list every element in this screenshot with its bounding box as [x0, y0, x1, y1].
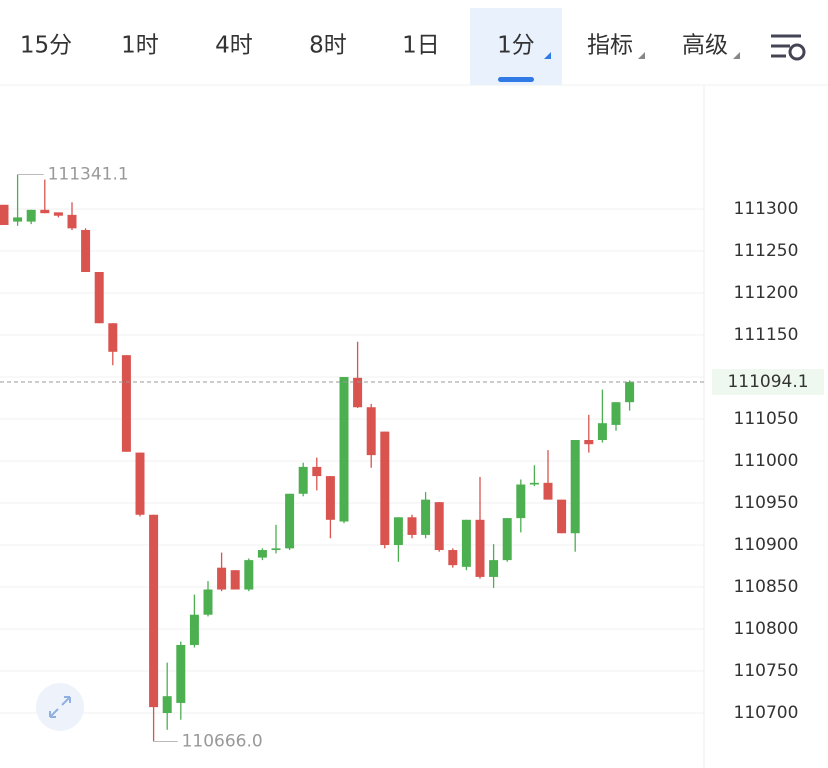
candle-body [502, 518, 512, 561]
toolbar: 15分 1时 4时 8时 1日 1分 指标 高级 [0, 8, 828, 86]
y-tick-label: 111150 [734, 325, 799, 345]
candle-body [312, 466, 322, 477]
candle-body [421, 499, 431, 535]
candle-body [366, 407, 376, 456]
dropdown-marker [733, 52, 740, 59]
candle-body [353, 377, 363, 408]
candle-body [448, 550, 458, 566]
settings-icon[interactable] [771, 34, 806, 61]
candle-body [407, 517, 417, 535]
tab[interactable]: 1日 [402, 33, 440, 59]
candle-body [611, 402, 621, 425]
candle-body [94, 272, 104, 324]
candle-body [570, 440, 580, 534]
candle-body [203, 589, 213, 615]
tab[interactable]: 1分 [497, 33, 535, 59]
candle-body [40, 209, 50, 214]
tab[interactable]: 15分 [20, 33, 72, 59]
candle-body [26, 209, 36, 222]
y-tick-label: 111000 [734, 451, 799, 471]
y-tick-label: 110900 [734, 535, 799, 555]
selected-tab-indicator [498, 77, 534, 82]
candle-body [189, 614, 199, 645]
candle-body [584, 440, 594, 445]
expand-icon[interactable] [49, 696, 71, 718]
candle-body [149, 514, 159, 708]
dropdown-marker [544, 52, 551, 59]
candle-body [135, 452, 145, 515]
settings-icon-gear [788, 43, 806, 61]
candle-body [325, 476, 335, 520]
min-label: 110666.0 [182, 732, 263, 752]
candle-body [53, 212, 63, 216]
y-tick-label: 110800 [734, 619, 799, 639]
y-tick-label: 111200 [734, 283, 799, 303]
candle-body [298, 466, 308, 494]
tab[interactable]: 8时 [309, 33, 347, 59]
y-tick-label: 111300 [734, 199, 799, 219]
candle-body [285, 493, 295, 549]
last-price-label: 111094.1 [727, 372, 808, 392]
candle-body [516, 484, 526, 519]
y-tick-label: 110700 [734, 703, 799, 723]
candle-body [271, 548, 281, 551]
candle-body [0, 204, 9, 225]
candle-body [13, 217, 23, 222]
expand-circle[interactable] [36, 683, 84, 731]
last-price-bg [712, 368, 824, 395]
tab[interactable]: 指标 [587, 33, 633, 59]
tab[interactable]: 4时 [215, 33, 253, 59]
candle-body [257, 550, 267, 558]
candle-body [244, 560, 254, 590]
candle-body [625, 381, 635, 403]
candle-body [475, 519, 485, 577]
candle-body [217, 567, 227, 590]
selected-tab-bg[interactable] [470, 8, 562, 85]
tab[interactable]: 1时 [121, 33, 159, 59]
candle-body [339, 377, 349, 522]
tab[interactable]: 高级 [682, 33, 728, 59]
y-tick-label: 111050 [734, 409, 799, 429]
plot-area: 110700 110750 110800 110850 110900 110950 1110… [0, 164, 824, 752]
max-label: 111341.1 [48, 164, 129, 184]
candle-body [162, 696, 172, 713]
candle-body [176, 644, 186, 703]
candle-body [108, 323, 118, 352]
candle-body [230, 570, 240, 590]
y-tick-label: 111250 [734, 241, 799, 261]
y-tick-label: 110850 [734, 577, 799, 597]
dropdown-marker [638, 52, 645, 59]
candle-body [81, 230, 91, 272]
candle-body [67, 214, 77, 229]
candle-body [121, 355, 131, 452]
candle-body [461, 519, 471, 567]
candle-body [557, 499, 567, 534]
candle-body [543, 482, 553, 500]
candle-body [393, 517, 403, 545]
y-tick-label: 110950 [734, 493, 799, 513]
candle-body [380, 431, 390, 545]
candle-body [529, 482, 539, 485]
candle-body [434, 502, 444, 551]
candle-body [597, 423, 607, 440]
candle-body [489, 560, 499, 577]
y-tick-label: 110750 [734, 661, 799, 681]
expand-button[interactable] [36, 683, 84, 731]
